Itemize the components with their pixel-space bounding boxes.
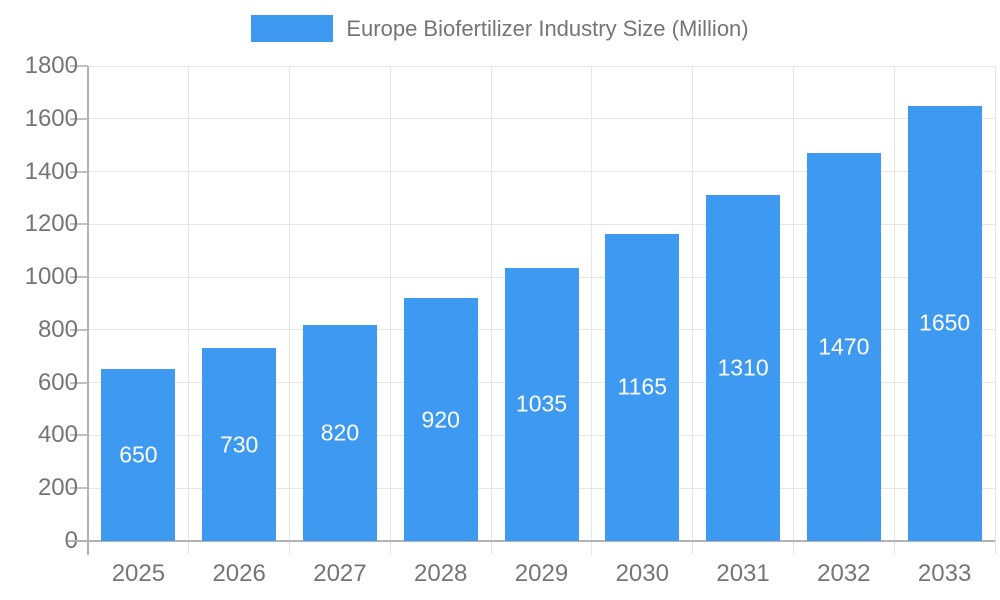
bar-2027[interactable] [302, 324, 377, 541]
bar-value-label: 920 [421, 406, 460, 433]
x-axis-label: 2031 [716, 560, 770, 587]
y-axis-tick [70, 487, 88, 490]
gridline-vertical [188, 66, 190, 555]
y-axis-tick-label: 0 [64, 527, 78, 554]
y-axis-tick-label: 1400 [24, 157, 78, 185]
x-axis-label: 2025 [111, 560, 166, 587]
x-axis-label: 2032 [817, 560, 871, 587]
y-axis-tick [70, 170, 88, 173]
bar-2029[interactable] [504, 267, 579, 541]
gridline-vertical [289, 66, 291, 555]
x-axis-label: 2027 [313, 560, 367, 587]
bar-value-label: 1650 [919, 309, 971, 336]
bar-value-label: 1035 [515, 390, 568, 417]
bar-2028[interactable] [403, 298, 478, 541]
x-axis-label: 2030 [615, 560, 669, 587]
y-axis-tick-label: 1200 [24, 210, 78, 238]
y-axis-tick-label: 1000 [24, 263, 78, 291]
y-axis-tick-label: 1600 [24, 104, 78, 132]
gridline-vertical [994, 66, 996, 555]
y-axis-tick-label: 600 [37, 368, 78, 396]
gridline-vertical [490, 66, 492, 555]
y-axis-tick [70, 328, 88, 331]
y-axis-tick [70, 434, 88, 437]
x-axis-label: 2029 [514, 560, 569, 587]
bar-2033[interactable] [907, 105, 982, 541]
y-axis-tick-label: 200 [37, 474, 78, 502]
x-axis-label: 2028 [414, 560, 468, 587]
gridline-vertical [591, 66, 593, 555]
y-axis-tick-label: 800 [37, 315, 78, 343]
legend-label: Europe Biofertilizer Industry Size (Mill… [346, 15, 749, 41]
y-axis-tick-label: 1800 [24, 52, 78, 79]
bar-value-label: 1165 [617, 373, 667, 400]
y-axis-tick [70, 65, 88, 67]
bar-2031[interactable] [706, 195, 781, 541]
x-axis-line [68, 540, 995, 542]
gridline-vertical [792, 66, 794, 555]
bar-value-label: 1470 [818, 333, 870, 360]
y-axis-tick [70, 117, 88, 120]
bar-value-label: 730 [219, 431, 259, 458]
x-axis-label: 2026 [212, 560, 266, 587]
y-axis-tick [70, 223, 88, 226]
gridline-vertical [692, 66, 694, 555]
bar-2032[interactable] [806, 153, 881, 541]
gridline-vertical [893, 66, 895, 555]
bar-value-label: 650 [119, 441, 158, 468]
y-axis-tick-label: 400 [37, 421, 78, 449]
y-axis-tick [70, 381, 88, 384]
bar-value-label: 820 [320, 419, 360, 446]
legend-swatch [251, 15, 334, 42]
bar-value-label: 1310 [717, 354, 769, 381]
bar-2030[interactable] [605, 233, 680, 541]
bar-2025[interactable] [101, 369, 176, 541]
bar-2026[interactable] [202, 348, 277, 541]
y-axis-line [87, 66, 89, 555]
y-axis-tick [70, 276, 88, 279]
gridline-vertical [389, 66, 391, 555]
gridline-horizontal [88, 223, 995, 225]
legend[interactable]: Europe Biofertilizer Industry Size (Mill… [0, 15, 1000, 42]
gridline-horizontal [88, 118, 995, 120]
gridline-horizontal [88, 65, 995, 67]
x-axis-label: 2033 [917, 560, 972, 587]
gridline-horizontal [88, 171, 995, 173]
